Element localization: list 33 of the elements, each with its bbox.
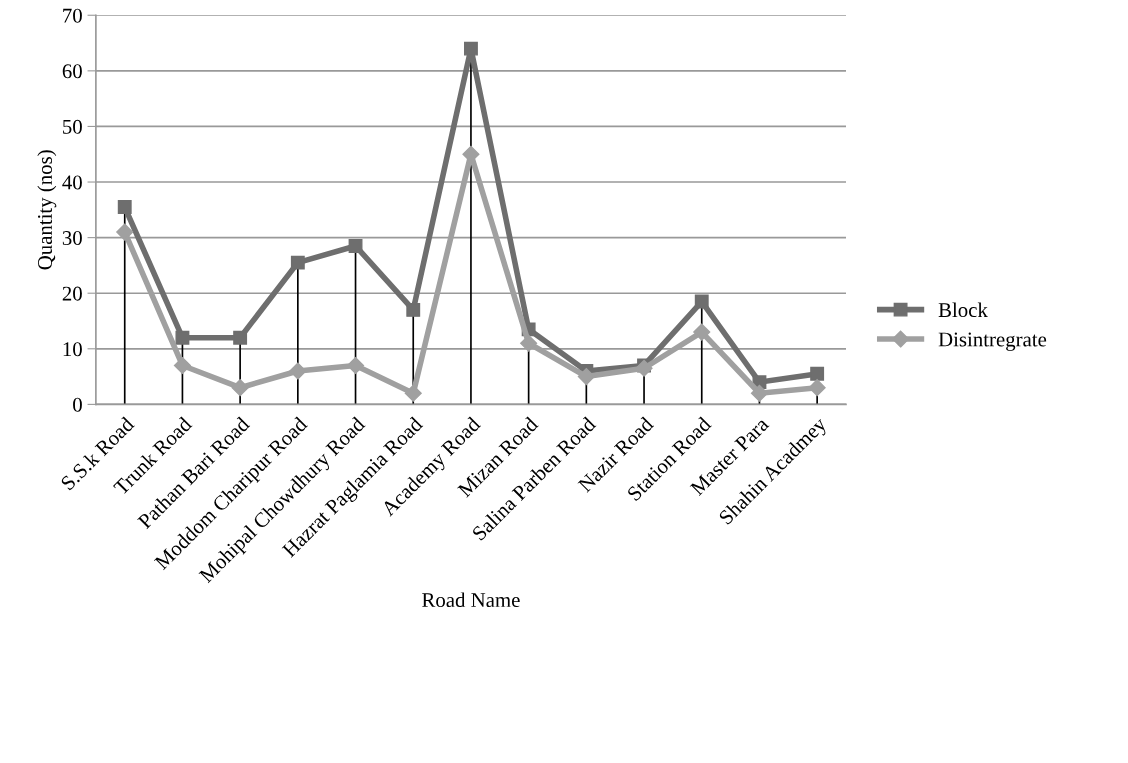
y-tick-label: 40 [62, 175, 82, 190]
point [346, 356, 365, 375]
point [520, 334, 538, 352]
point [173, 356, 191, 375]
legend-label: Block [938, 302, 988, 318]
y-axis-title: Quantity (nos) [37, 150, 57, 270]
point [404, 384, 422, 402]
point [406, 302, 421, 317]
y-tick-label: 70 [63, 8, 82, 23]
point [693, 323, 711, 341]
point [694, 294, 709, 309]
point [577, 368, 595, 386]
x-axis-title: Road Name [422, 592, 520, 608]
point [808, 379, 826, 397]
legend-label: Disintregrate [938, 332, 1047, 351]
y-tick-label: 50 [63, 119, 82, 134]
point [290, 255, 305, 270]
point [117, 200, 132, 214]
point [810, 366, 825, 381]
y-tick-label: 10 [63, 342, 82, 357]
y-tick-label: 0 [73, 397, 82, 412]
y-tick-label: 60 [62, 64, 82, 79]
point [463, 41, 478, 56]
point [635, 359, 653, 377]
y-tick-label: 20 [62, 286, 82, 301]
y-tick-label: 30 [62, 230, 82, 246]
point [233, 330, 248, 345]
point [116, 223, 134, 241]
point [750, 384, 768, 402]
point [289, 362, 307, 380]
point [231, 379, 249, 397]
point [348, 239, 363, 253]
point [175, 330, 190, 345]
